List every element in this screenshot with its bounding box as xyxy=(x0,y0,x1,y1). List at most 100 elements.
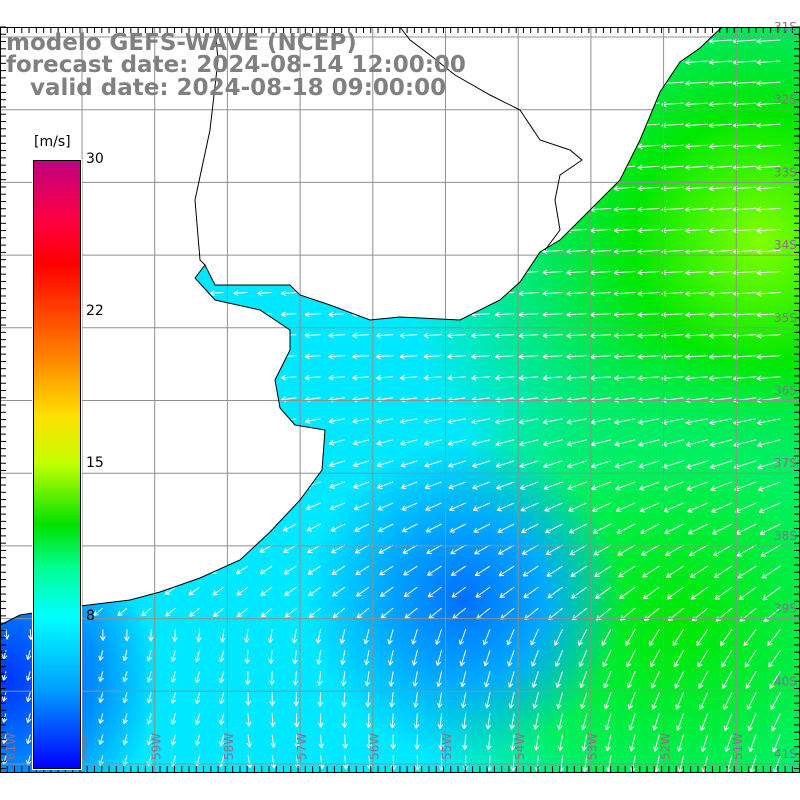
wind-arrow xyxy=(637,353,660,360)
wind-arrow xyxy=(91,502,103,509)
wind-arrow xyxy=(413,692,419,708)
wind-arrow xyxy=(257,248,273,254)
wind-arrow xyxy=(114,206,128,212)
wind-arrow xyxy=(284,607,297,618)
wind-arrow xyxy=(566,185,587,192)
wind-arrow xyxy=(399,185,418,191)
wind-arrow xyxy=(447,38,466,44)
wind-arrow xyxy=(244,671,251,685)
wind-arrow xyxy=(25,713,32,724)
wind-arrow xyxy=(474,544,491,555)
wind-arrow xyxy=(90,332,103,338)
wind-arrow xyxy=(423,185,442,191)
wind-arrow xyxy=(494,206,515,213)
wind-arrow xyxy=(185,374,200,381)
wind-arrow xyxy=(138,332,152,338)
wind-arrow xyxy=(613,38,636,44)
wind-arrow xyxy=(185,290,200,296)
wind-arrow xyxy=(685,206,708,213)
longitude-label: 55W xyxy=(440,733,454,760)
wind-arrow xyxy=(257,100,273,107)
wind-arrow xyxy=(618,565,636,578)
wind-arrow xyxy=(114,142,128,149)
wind-arrow xyxy=(124,629,130,642)
wind-arrow xyxy=(163,502,176,510)
wind-arrow xyxy=(328,227,345,233)
wind-arrow xyxy=(663,502,684,513)
wind-arrow xyxy=(304,290,321,297)
wind-arrow xyxy=(194,650,201,663)
wind-arrow xyxy=(116,586,128,595)
wind-arrow xyxy=(27,629,34,640)
wind-arrow xyxy=(122,671,128,683)
wind-arrow xyxy=(471,332,491,339)
wind-arrow xyxy=(90,100,103,107)
wind-arrow xyxy=(91,481,103,488)
wind-arrow xyxy=(566,290,587,297)
wind-arrow xyxy=(115,523,128,531)
wind-arrow xyxy=(185,142,200,149)
wind-arrow xyxy=(414,734,420,750)
wind-arrow xyxy=(377,502,394,511)
wind-arrow xyxy=(447,164,466,170)
wind-arrow xyxy=(138,374,152,381)
wind-arrow xyxy=(542,101,563,107)
wind-arrow xyxy=(566,206,587,213)
wind-arrow xyxy=(399,332,418,339)
wind-arrow xyxy=(146,671,153,683)
wind-arrow xyxy=(267,629,274,644)
wind-arrow xyxy=(474,565,491,577)
wind-arrow xyxy=(721,649,733,668)
wind-arrow xyxy=(591,502,612,513)
latitude-label: 32S xyxy=(774,93,797,107)
wind-arrow xyxy=(233,269,249,275)
wind-arrow xyxy=(352,460,370,468)
wind-arrow xyxy=(411,650,418,666)
wind-arrow xyxy=(530,629,539,646)
wind-arrow xyxy=(209,248,224,254)
wind-arrow xyxy=(688,544,709,557)
longitude-label: 52W xyxy=(658,733,672,760)
wind-arrow xyxy=(665,544,684,556)
wind-arrow xyxy=(685,353,708,360)
wind-arrow xyxy=(376,248,394,255)
wind-arrow xyxy=(531,650,539,667)
wind-arrow xyxy=(625,628,636,647)
wind-arrow xyxy=(459,650,467,667)
wind-arrow xyxy=(613,227,636,234)
wind-arrow xyxy=(376,206,394,212)
longitude-label: 54W xyxy=(513,733,527,760)
wind-arrow xyxy=(566,332,587,339)
wind-arrow xyxy=(316,650,322,665)
wind-arrow xyxy=(268,650,275,665)
wind-arrow xyxy=(352,143,370,149)
wind-arrow xyxy=(331,565,346,575)
wind-arrow xyxy=(756,354,781,360)
wind-arrow xyxy=(400,418,418,425)
wind-arrow xyxy=(280,227,297,233)
wind-arrow xyxy=(653,734,660,752)
wind-arrow xyxy=(519,460,539,469)
wind-arrow xyxy=(257,227,273,233)
wind-arrow xyxy=(185,353,200,360)
wind-arrow xyxy=(700,713,709,731)
wind-arrow xyxy=(483,650,491,667)
wind-arrow xyxy=(685,375,708,382)
wind-arrow xyxy=(628,713,636,731)
wind-arrow xyxy=(685,80,708,87)
wind-arrow xyxy=(494,80,515,86)
wind-arrow xyxy=(237,607,249,618)
wind-arrow xyxy=(114,353,128,359)
wind-arrow xyxy=(518,80,539,86)
wind-arrow xyxy=(708,375,733,382)
wind-arrow xyxy=(365,692,371,708)
wind-arrow xyxy=(188,586,200,596)
wind-arrow xyxy=(19,290,31,296)
wind-arrow xyxy=(235,523,249,531)
wind-arrow xyxy=(280,100,297,107)
wind-arrow xyxy=(697,650,709,668)
wind-arrow xyxy=(447,290,466,297)
wind-arrow xyxy=(543,439,563,447)
latitude-label: 34S xyxy=(774,238,797,252)
